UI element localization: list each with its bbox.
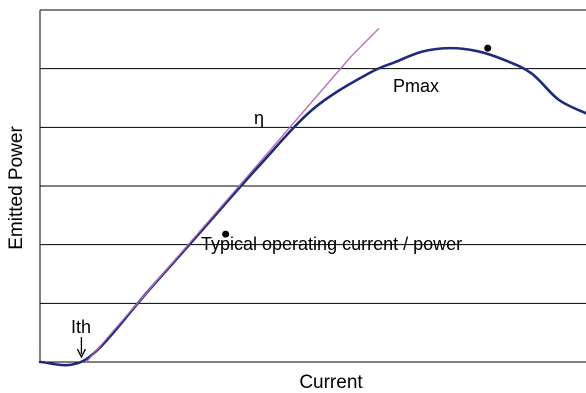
x-axis-label: Current xyxy=(299,372,363,393)
series-layer xyxy=(38,28,586,367)
annotation-marker xyxy=(484,44,492,52)
annotation-operating-point: Typical operating current / power xyxy=(201,234,462,254)
y-axis-label: Emitted Power xyxy=(6,126,27,250)
grid xyxy=(40,9,586,363)
annotation-eta: η xyxy=(254,108,264,128)
arrow-head xyxy=(76,348,86,359)
annotation-pmax: Pmax xyxy=(393,76,439,96)
annotation-ith: Ith xyxy=(71,317,91,337)
series-line-emitted-power xyxy=(38,46,586,367)
arrow-icon xyxy=(76,337,86,359)
series-line-slope-efficiency xyxy=(85,28,380,363)
annotation-marker xyxy=(222,230,230,238)
markers xyxy=(222,44,492,238)
